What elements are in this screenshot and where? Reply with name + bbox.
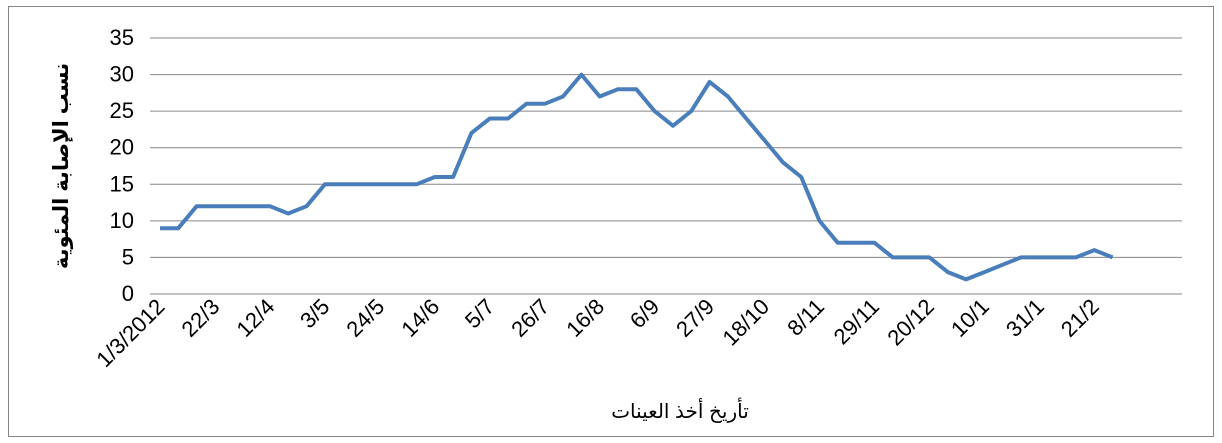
- x-tick-label: 26/7: [506, 294, 554, 342]
- x-tick-label: 20/12: [882, 294, 939, 351]
- data-line: [160, 72, 1114, 282]
- y-axis-title: نسب الإصابة المئوية: [50, 63, 73, 269]
- x-axis-title: تأريخ أخذ العينات: [611, 397, 749, 423]
- x-tick-label: 5/7: [460, 294, 499, 333]
- x-tick-label: 12/4: [231, 294, 279, 342]
- x-tick-label: 18/10: [717, 294, 774, 351]
- x-tick-label: 31/1: [1001, 294, 1049, 342]
- x-tick-label: 14/6: [396, 294, 444, 342]
- x-tick-label: 16/8: [561, 294, 609, 342]
- x-tick-label: 6/9: [625, 294, 664, 333]
- x-tick-label: 29/11: [829, 294, 884, 349]
- chart-border: [8, 6, 1214, 437]
- y-tick-label: 35: [110, 25, 134, 50]
- y-tick-label: 0: [122, 281, 134, 306]
- x-tick-label: 27/9: [671, 294, 719, 342]
- x-tick-label: 21/2: [1056, 294, 1104, 342]
- y-tick-label: 20: [110, 135, 134, 160]
- x-tick-label: 3/5: [295, 294, 334, 333]
- y-tick-label: 10: [110, 208, 134, 233]
- y-tick-label: 5: [122, 244, 134, 269]
- x-tick-label: 22/3: [177, 294, 225, 342]
- y-tick-label: 30: [110, 62, 134, 87]
- x-tick-label: 10/1: [946, 294, 994, 342]
- y-tick-label: 25: [110, 98, 134, 123]
- x-tick-label: 24/5: [341, 294, 389, 342]
- x-tick-label: 8/11: [782, 294, 829, 341]
- y-tick-label: 15: [110, 171, 134, 196]
